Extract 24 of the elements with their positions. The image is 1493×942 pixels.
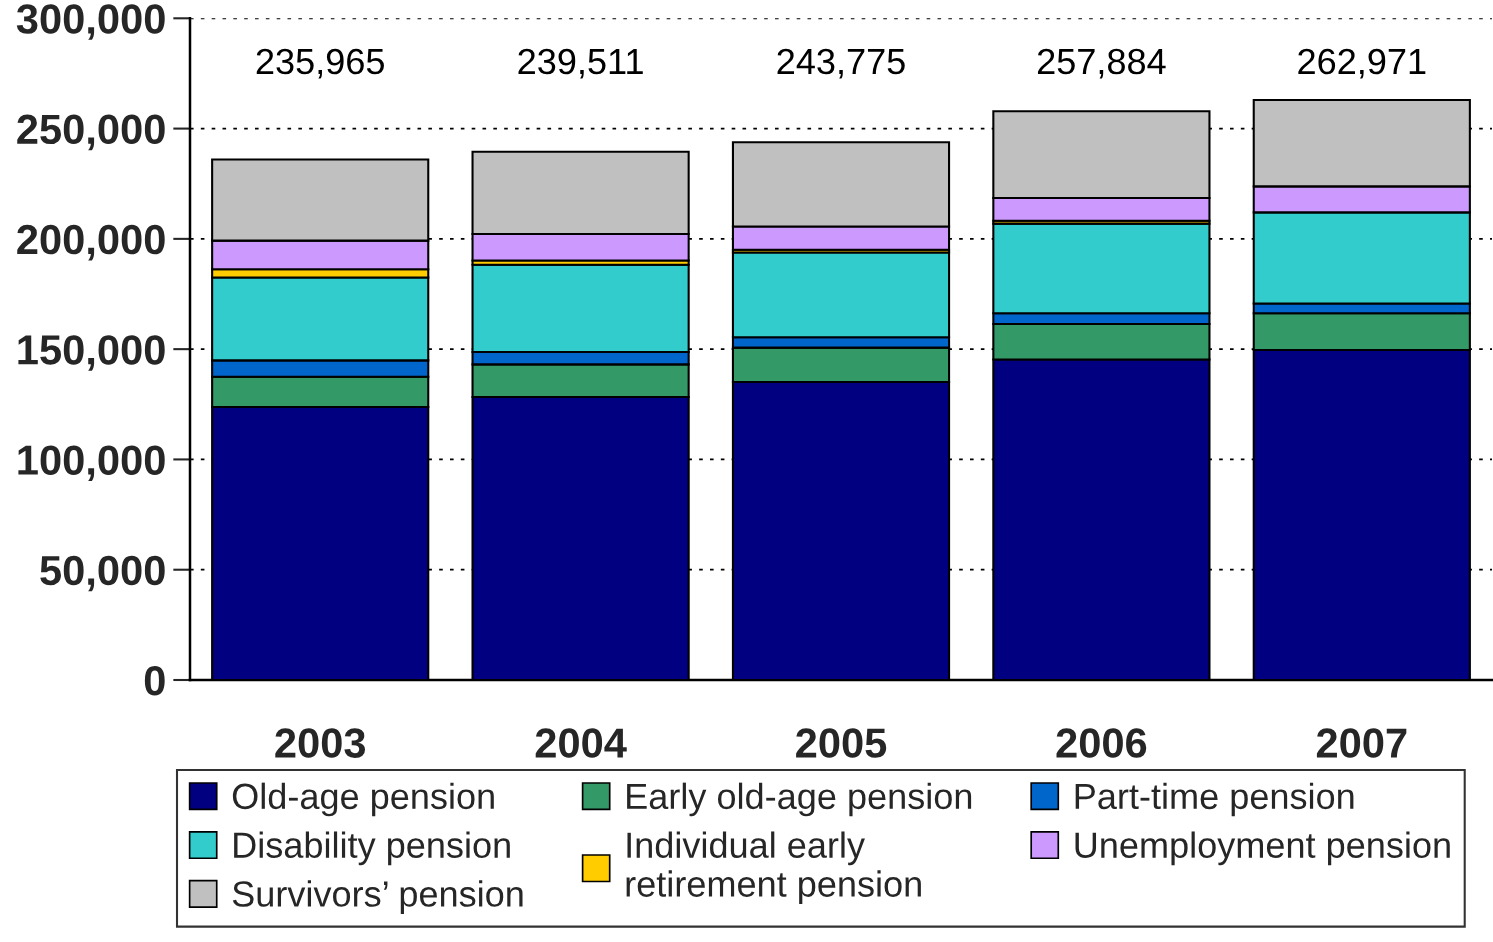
- y-tick-label: 300,000: [16, 4, 165, 40]
- y-tick-label: 50,000: [40, 555, 165, 592]
- legend-label: Early old-age pension: [627, 782, 972, 817]
- legend-label: Old-age pension: [232, 782, 494, 817]
- y-tick-label: 100,000: [18, 445, 165, 481]
- legend-label: Unemployment pension: [1075, 831, 1450, 866]
- legend-label: Individual early retirement pension: [626, 831, 921, 905]
- legend-label: Survivors’ pension: [232, 880, 523, 914]
- x-tick-label: 2005: [796, 728, 887, 758]
- y-tick-label: 0: [144, 666, 165, 696]
- x-tick-label: 2007: [1316, 728, 1407, 758]
- total-label: 243,775: [777, 48, 905, 79]
- total-label: 235,965: [256, 48, 384, 79]
- x-tick-label: 2006: [1056, 728, 1147, 758]
- y-tick-label: 250,000: [17, 114, 165, 151]
- total-label: 262,971: [1298, 48, 1426, 79]
- x-tick-label: 2003: [275, 728, 366, 758]
- y-tick-label: 150,000: [18, 335, 165, 371]
- x-tick-label: 2004: [535, 728, 627, 758]
- total-label: 239,511: [518, 48, 643, 79]
- total-label: 257,884: [1037, 48, 1166, 79]
- legend-label: Disability pension: [234, 831, 510, 866]
- legend-label: Part-time pension: [1075, 782, 1354, 817]
- y-tick-label: 200,000: [17, 224, 165, 261]
